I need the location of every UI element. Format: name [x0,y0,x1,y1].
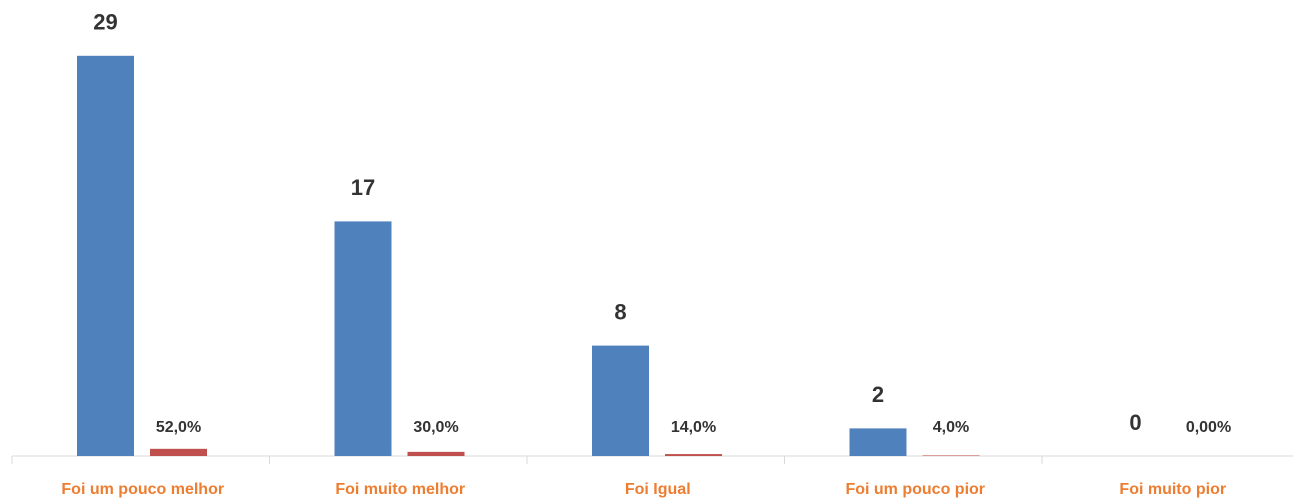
x-tick-label: Foi muito melhor [335,481,465,498]
bar [407,451,465,456]
data-label: 14,0% [671,419,716,436]
data-label: 0 [1129,410,1141,435]
data-label: 8 [614,299,626,324]
data-label: 29 [93,10,117,35]
data-label: 0,00% [1186,419,1231,436]
bar [922,455,980,456]
x-tick-label: Foi muito pior [1119,481,1226,498]
bar [77,55,134,457]
bar [592,345,649,456]
data-label: 2 [872,382,884,407]
bar [334,221,392,456]
bar [849,428,907,456]
x-tick-label: Foi Igual [625,481,691,498]
data-label: 52,0% [156,419,201,436]
data-label: 17 [351,175,375,200]
bar [150,448,207,456]
data-label: 30,0% [413,419,458,436]
data-label: 4,0% [933,419,969,436]
x-tick-label: Foi um pouco melhor [61,481,224,498]
bar [665,454,722,456]
x-tick-label: Foi um pouco pior [845,481,985,498]
